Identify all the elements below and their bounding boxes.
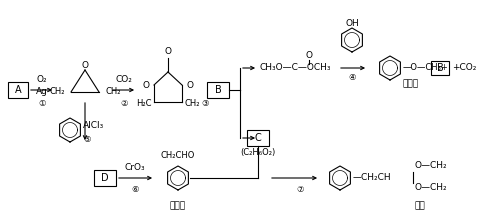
Text: CH₂: CH₂: [49, 87, 65, 97]
Text: O—CH₂: O—CH₂: [415, 184, 448, 192]
Text: ①: ①: [38, 98, 46, 108]
Text: +CO₂: +CO₂: [452, 64, 476, 73]
Text: D: D: [101, 173, 109, 183]
Text: O—CH₂: O—CH₂: [415, 162, 448, 170]
Text: 缩醛: 缩醛: [414, 202, 426, 211]
Text: ④: ④: [348, 73, 356, 83]
Text: Ag: Ag: [36, 87, 48, 97]
Text: CO₂: CO₂: [116, 76, 132, 84]
Text: ②: ②: [120, 98, 128, 108]
Text: CH₂: CH₂: [105, 87, 121, 97]
Text: AlCl₃: AlCl₃: [83, 121, 104, 130]
Text: ⑤: ⑤: [83, 135, 91, 145]
Text: O: O: [164, 48, 172, 57]
Text: CH₂: CH₂: [184, 98, 200, 108]
Text: CrO₃: CrO₃: [125, 164, 145, 173]
Text: —O—CH₃+: —O—CH₃+: [403, 64, 449, 73]
Text: (C₂H₆O₂): (C₂H₆O₂): [240, 148, 276, 157]
Text: CH₃O—C—OCH₃: CH₃O—C—OCH₃: [259, 64, 331, 73]
Bar: [94, 170, 116, 186]
Text: O: O: [187, 81, 194, 89]
Text: O: O: [81, 60, 89, 70]
Text: A: A: [15, 85, 21, 95]
Text: B: B: [215, 85, 221, 95]
Text: ③: ③: [201, 100, 209, 108]
Text: O: O: [305, 51, 312, 60]
Bar: [247, 130, 269, 146]
Text: OH: OH: [345, 19, 359, 29]
Bar: [431, 61, 449, 75]
Text: CH₂CHO: CH₂CHO: [161, 151, 195, 160]
Bar: [207, 82, 229, 98]
Text: O₂: O₂: [37, 76, 47, 84]
Text: ⑦: ⑦: [296, 186, 304, 194]
Bar: [8, 82, 28, 98]
Text: H₂C: H₂C: [136, 98, 152, 108]
Text: ⑥: ⑥: [131, 184, 139, 194]
Text: 苯甲醚: 苯甲醚: [403, 79, 419, 89]
Text: C: C: [255, 133, 262, 143]
Text: 苯乙醛: 苯乙醛: [170, 202, 186, 211]
Text: —CH₂CH: —CH₂CH: [353, 173, 392, 183]
Text: B: B: [437, 63, 443, 73]
Text: O: O: [142, 81, 149, 89]
